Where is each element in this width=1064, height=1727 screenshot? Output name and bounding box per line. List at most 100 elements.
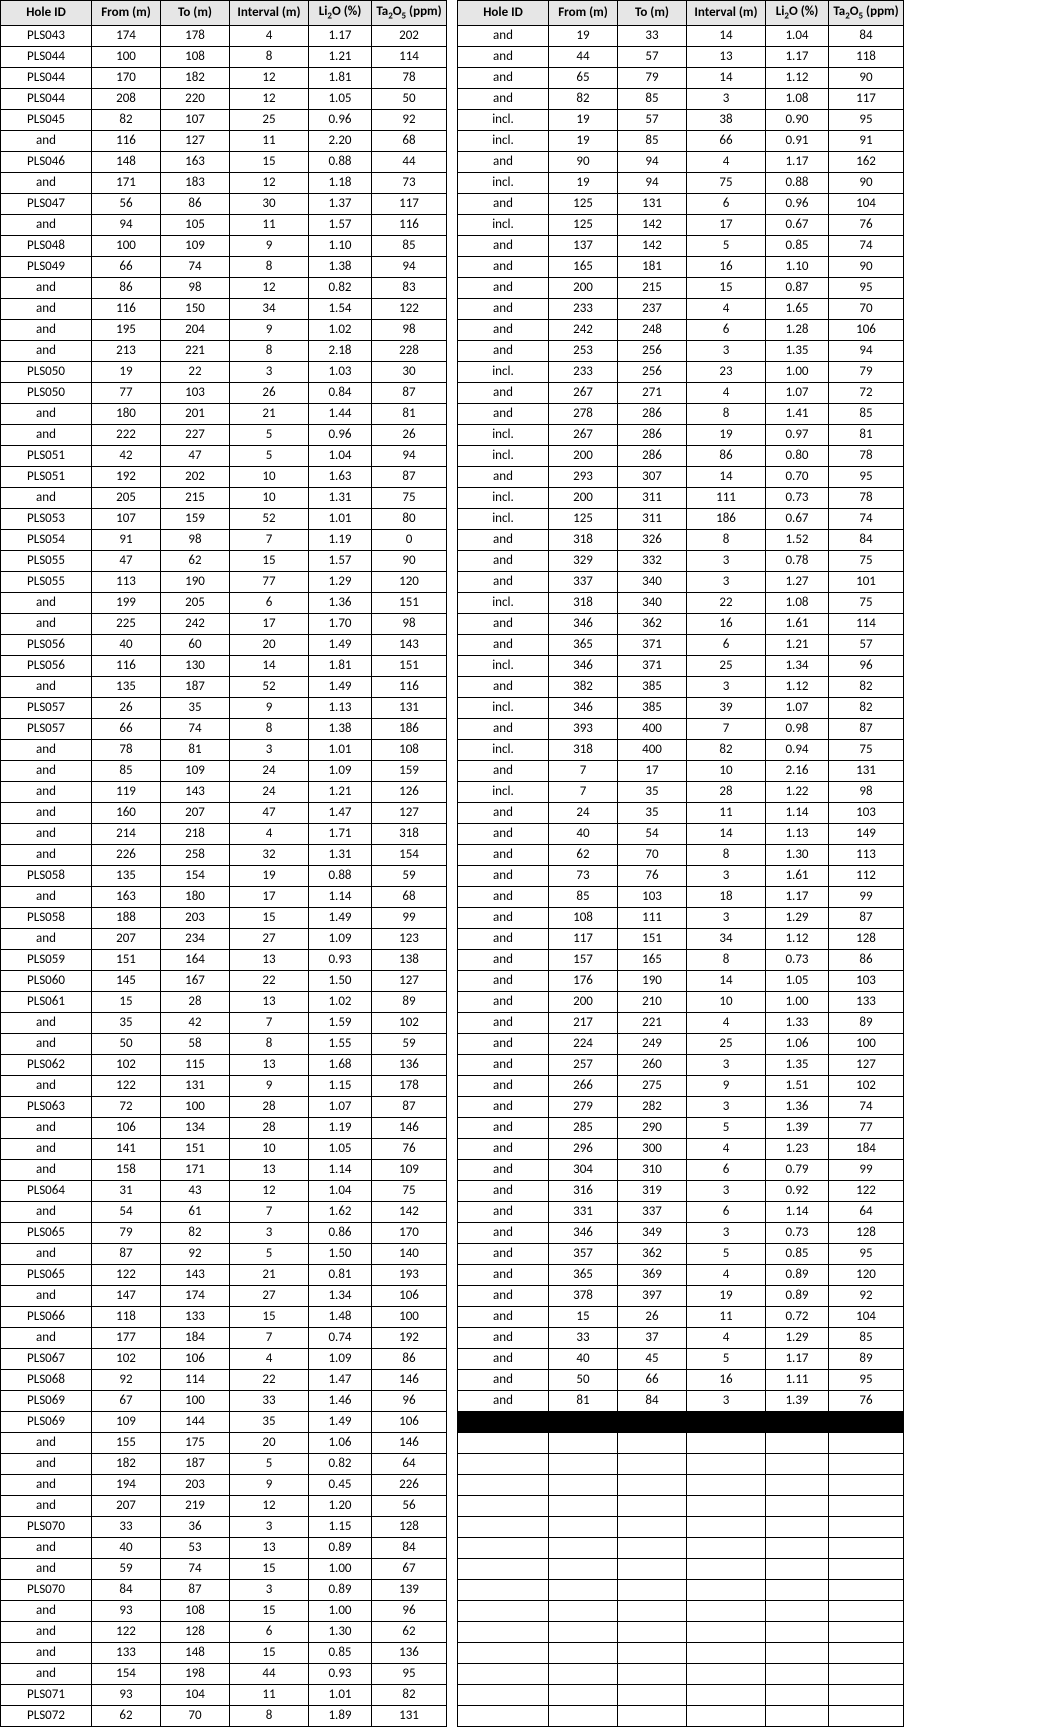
table-row: and31631930.92122: [458, 1181, 904, 1202]
table-row: [458, 1433, 904, 1454]
cell: 7: [230, 1013, 309, 1034]
cell: PLS068: [1, 1370, 92, 1391]
cell: and: [458, 47, 549, 68]
table-row: and33133761.1464: [458, 1202, 904, 1223]
table-row: and6579141.1290: [458, 68, 904, 89]
cell: and: [458, 1076, 549, 1097]
cell: 203: [161, 908, 230, 929]
cell: 1.02: [309, 320, 372, 341]
cell: 78: [372, 68, 447, 89]
cell: 1.17: [766, 1349, 829, 1370]
table-row: PLS050192231.0330: [1, 362, 447, 383]
cell: 2.16: [766, 761, 829, 782]
cell: 3: [687, 1391, 766, 1412]
cell: [687, 1559, 766, 1580]
cell: 221: [618, 1013, 687, 1034]
cell: 286: [618, 446, 687, 467]
table-row: and200215150.8795: [458, 278, 904, 299]
cell: 1.22: [766, 782, 829, 803]
cell: 1.00: [766, 992, 829, 1013]
cell: 91: [92, 530, 161, 551]
table-row: and147174271.34106: [1, 1286, 447, 1307]
cell: 346: [549, 614, 618, 635]
cell: 56: [92, 194, 161, 215]
cell: PLS062: [1, 1055, 92, 1076]
cell: [618, 1559, 687, 1580]
cell: 3: [687, 551, 766, 572]
table-row: PLS054919871.190: [1, 530, 447, 551]
cell: and: [458, 614, 549, 635]
cell: [829, 1538, 904, 1559]
cell: incl.: [458, 173, 549, 194]
cell: 109: [161, 236, 230, 257]
cell: 19: [230, 866, 309, 887]
cell: 9: [230, 1475, 309, 1496]
cell: 5: [687, 236, 766, 257]
cell: 15: [230, 908, 309, 929]
cell: 207: [92, 929, 161, 950]
cell: 100: [92, 236, 161, 257]
cell: 13: [230, 1160, 309, 1181]
cell: 92: [829, 1286, 904, 1307]
cell: 154: [372, 845, 447, 866]
cell: 74: [829, 1097, 904, 1118]
table-row: [458, 1496, 904, 1517]
cell: PLS056: [1, 635, 92, 656]
cell: [766, 1706, 829, 1727]
cell: 82: [829, 698, 904, 719]
cell: 81: [829, 425, 904, 446]
table-row: [458, 1664, 904, 1685]
table-row: and180201211.4481: [1, 404, 447, 425]
cell: 1.47: [309, 803, 372, 824]
cell: 78: [92, 740, 161, 761]
cell: 77: [829, 1118, 904, 1139]
cell: 62: [372, 1622, 447, 1643]
cell: 1.57: [309, 215, 372, 236]
table-row: PLS070848730.89139: [1, 1580, 447, 1601]
cell: and: [458, 866, 549, 887]
table-row: and116150341.54122: [1, 299, 447, 320]
cell: 8: [230, 257, 309, 278]
cell: 143: [161, 1265, 230, 1286]
cell: 3: [687, 572, 766, 593]
cell: [766, 1517, 829, 1538]
cell: 70: [618, 845, 687, 866]
cell: 125: [549, 509, 618, 530]
cell: and: [458, 1139, 549, 1160]
table-row: [458, 1601, 904, 1622]
cell: 68: [372, 131, 447, 152]
cell: [687, 1685, 766, 1706]
cell: 12: [230, 173, 309, 194]
cell: 24: [230, 782, 309, 803]
cell: and: [458, 1055, 549, 1076]
cell: 242: [161, 614, 230, 635]
cell: 72: [92, 1097, 161, 1118]
cell: 17: [230, 887, 309, 908]
cell: 19: [687, 1286, 766, 1307]
cell: and: [1, 761, 92, 782]
cell: 25: [687, 656, 766, 677]
cell: 1.19: [309, 1118, 372, 1139]
cell: 108: [161, 47, 230, 68]
cell: 362: [618, 1244, 687, 1265]
cell: 1.71: [309, 824, 372, 845]
cell: 14: [230, 656, 309, 677]
cell: 26: [618, 1307, 687, 1328]
black-cell: [687, 1412, 766, 1433]
cell: 118: [829, 47, 904, 68]
table-row: and33734031.27101: [458, 572, 904, 593]
cell: 0.82: [309, 278, 372, 299]
cell: 87: [829, 908, 904, 929]
cell: 94: [92, 215, 161, 236]
cell: 318: [549, 530, 618, 551]
table-header: Hole ID From (m) To (m) Interval (m) Li2…: [458, 1, 904, 26]
th-hole: Hole ID: [1, 1, 92, 26]
cell: [549, 1454, 618, 1475]
table-row: and1526110.72104: [458, 1307, 904, 1328]
cell: 100: [829, 1034, 904, 1055]
cell: 86: [372, 1349, 447, 1370]
cell: 108: [372, 740, 447, 761]
cell: 8: [230, 1034, 309, 1055]
cell: 242: [549, 320, 618, 341]
cell: 5: [230, 446, 309, 467]
